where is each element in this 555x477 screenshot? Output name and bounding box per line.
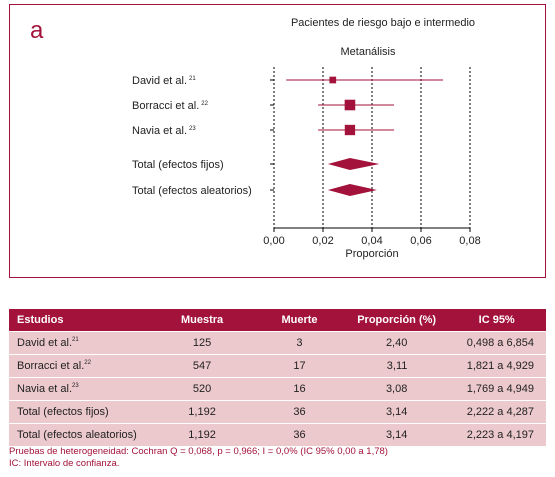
- x-axis-label: Proporción: [345, 248, 398, 260]
- reference-superscript: 22: [84, 360, 91, 367]
- cell-ci: 0,498 a 6,854: [447, 331, 546, 355]
- cell-ci: 2,222 a 4,287: [447, 400, 546, 424]
- reference-superscript: 23: [72, 383, 79, 390]
- point-estimate: [344, 99, 356, 111]
- x-tick-label: 0,06: [410, 235, 431, 247]
- study-label: Borracci et al.: [132, 100, 199, 112]
- results-table-container: Estudios Muestra Muerte Proporción (%) I…: [9, 309, 546, 446]
- chart-title: Pacientes de riesgo bajo e intermedio: [291, 17, 475, 29]
- cell-ci: 1,821 a 4,929: [447, 354, 546, 378]
- cell-proportion-text: 3,11: [386, 360, 408, 372]
- cell-proportion: 3,08: [345, 377, 448, 401]
- cell-sample: 547: [151, 354, 254, 378]
- table-header-row: Estudios Muestra Muerte Proporción (%) I…: [9, 309, 546, 332]
- cell-proportion-text: 3,14: [385, 429, 408, 441]
- heterogeneity-note: Pruebas de heterogeneidad: Cochran Q = 0…: [9, 446, 388, 457]
- cell-study-name-text: David et al.: [17, 337, 73, 349]
- x-tick-label: 0,02: [312, 235, 333, 247]
- summary-label: Total (efectos fijos): [132, 159, 224, 171]
- cell-sample: 125: [151, 331, 254, 355]
- summary-label: Total (efectos aleatorios): [132, 185, 252, 197]
- cell-ci-text: 1,769 a 4,949: [466, 383, 534, 395]
- cell-deaths-text: 17: [293, 360, 306, 372]
- cell-deaths-text: 16: [293, 383, 306, 395]
- study-label: David et al.: [132, 75, 187, 87]
- forest-plot: Pacientes de riesgo bajo e intermedio Met…: [132, 17, 481, 260]
- cell-deaths-text: 36: [293, 429, 306, 441]
- cell-study-name-text: Total (efectos aleatorios): [17, 429, 137, 441]
- cell-study-name: Borracci et al.22: [9, 354, 152, 378]
- table-row: David et al.21 125 3 2,40 0,498 a 6,854: [9, 331, 546, 355]
- forest-plot-panel: a Pacientes de riesgo bajo e intermedio M…: [9, 4, 546, 278]
- header-sample: Muestra: [151, 309, 254, 332]
- cell-study-name: Total (efectos fijos): [9, 400, 152, 424]
- cell-ci-text: 2,223 a 4,197: [466, 429, 534, 441]
- x-tick-label: 0,00: [263, 235, 284, 247]
- point-estimate: [344, 124, 356, 136]
- footnotes: Pruebas de heterogeneidad: Cochran Q = 0…: [9, 446, 388, 470]
- table-row: Borracci et al.22 547 17 3,11 1,821 a 4,929: [9, 354, 546, 378]
- cell-ci-text: 1,821 a 4,929: [466, 360, 534, 372]
- cell-deaths-text: 36: [293, 406, 306, 418]
- cell-proportion: 3,14: [345, 400, 448, 424]
- cell-proportion-text: 3,14: [385, 406, 408, 418]
- cell-study-name: Total (efectos aleatorios): [9, 423, 152, 446]
- cell-deaths-text: 3: [296, 337, 303, 349]
- cell-proportion: 2,40: [345, 331, 448, 355]
- x-tick-label: 0,08: [459, 235, 480, 247]
- cell-proportion-text: 3,08: [385, 383, 408, 395]
- header-studies: Estudios: [9, 309, 152, 332]
- cell-sample: 1,192: [151, 423, 254, 446]
- x-tick-label: 0,04: [361, 235, 382, 247]
- cell-proportion: 3,14: [345, 423, 448, 446]
- study-label: Navia et al.: [132, 125, 187, 137]
- cell-ci: 1,769 a 4,949: [447, 377, 546, 401]
- cell-deaths: 16: [253, 377, 346, 401]
- cell-sample-text: 520: [192, 383, 212, 395]
- cell-sample-text: 547: [192, 360, 212, 372]
- study-reference: 22: [201, 101, 208, 107]
- header-deaths: Muerte: [253, 309, 346, 332]
- cell-study-name: Navia et al.23: [9, 377, 152, 401]
- cell-deaths: 3: [253, 331, 346, 355]
- study-reference: 21: [189, 76, 196, 82]
- cell-deaths: 17: [253, 354, 346, 378]
- cell-ci: 2,223 a 4,197: [447, 423, 546, 446]
- panel-label: a: [30, 17, 44, 44]
- table-row: Total (efectos aleatorios) 1,192 36 3,14 2,2…: [9, 423, 546, 446]
- cell-sample: 520: [151, 377, 254, 401]
- cell-sample-text: 1,192: [188, 429, 216, 441]
- point-estimate: [329, 76, 337, 84]
- cell-ci-text: 2,222 a 4,287: [466, 406, 534, 418]
- summary-diamond: [327, 184, 377, 196]
- cell-study-name-text: Navia et al.: [17, 383, 73, 395]
- table-row: Total (efectos fijos) 1,192 36 3,14 2,222 a …: [9, 400, 546, 424]
- cell-ci-text: 0,498 a 6,854: [466, 337, 534, 349]
- table-row: Navia et al.23 520 16 3,08 1,769 a 4,949: [9, 377, 546, 401]
- header-ci: IC 95%: [447, 309, 546, 332]
- cell-study-name-text: Total (efectos fijos): [17, 406, 109, 418]
- cell-deaths: 36: [253, 423, 346, 446]
- results-table: Estudios Muestra Muerte Proporción (%) I…: [9, 309, 546, 446]
- cell-sample-text: 1,192: [188, 406, 216, 418]
- summary-diamond: [327, 158, 380, 170]
- cell-deaths: 36: [253, 400, 346, 424]
- cell-study-name: David et al.21: [9, 331, 152, 355]
- ci-definition-note: IC: Intervalo de confianza.: [9, 458, 120, 469]
- header-proportion: Proporción (%): [345, 309, 448, 332]
- cell-proportion-text: 2,40: [385, 337, 408, 349]
- cell-study-name-text: Borracci et al.: [17, 360, 85, 372]
- reference-superscript: 21: [72, 337, 79, 344]
- cell-sample-text: 125: [192, 337, 212, 349]
- study-reference: 23: [189, 126, 196, 132]
- cell-sample: 1,192: [151, 400, 254, 424]
- chart-subtitle: Metanálisis: [340, 46, 396, 58]
- cell-proportion: 3,11: [345, 354, 448, 378]
